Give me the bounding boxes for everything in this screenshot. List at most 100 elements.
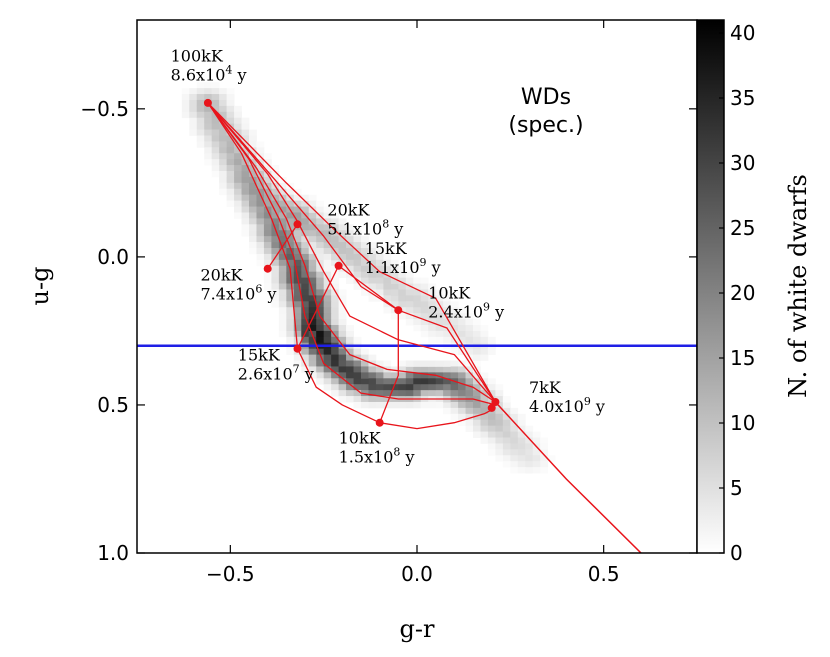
heatmap-cell: [331, 295, 339, 302]
heatmap-cell: [390, 378, 399, 385]
heatmap-cell: [293, 336, 302, 344]
cooling-tracks: [137, 102, 697, 553]
heatmap-cell: [189, 129, 198, 136]
heatmap-cell: [323, 242, 332, 249]
heatmap-cell: [375, 401, 384, 409]
heatmap-cell: [226, 147, 235, 154]
heatmap-cell: [278, 236, 287, 243]
heatmap-cell: [271, 271, 280, 279]
heatmap-cell: [361, 378, 369, 385]
heatmap-cell: [495, 384, 504, 391]
heatmap-cell: [390, 366, 399, 373]
heatmap-cell: [540, 449, 549, 456]
heatmap-cell: [398, 277, 407, 284]
heatmap-cell: [234, 206, 242, 213]
heatmap-cell: [383, 401, 392, 409]
heatmap-cell: [465, 384, 474, 391]
heatmap-cell: [473, 413, 481, 421]
heatmap-cell: [450, 360, 459, 367]
heatmap-cell: [450, 313, 459, 320]
heatmap-cell: [278, 324, 287, 332]
heatmap-cell: [435, 330, 444, 338]
heatmap-cell: [234, 212, 242, 219]
heatmap-cell: [234, 171, 242, 178]
heatmap-cell: [249, 206, 257, 213]
heatmap-cell: [502, 449, 511, 456]
heatmap-cell: [316, 360, 325, 367]
heatmap-cell: [532, 431, 541, 438]
heatmap-cell: [234, 182, 242, 190]
heatmap-cell: [286, 348, 295, 355]
heatmap-cell: [465, 366, 474, 373]
heatmap-cell: [368, 372, 377, 379]
heatmap-cell: [234, 117, 242, 125]
heatmap-cell: [368, 277, 377, 284]
heatmap-cell: [316, 354, 325, 361]
heatmap-cell: [413, 301, 422, 308]
heatmap-cell: [249, 212, 257, 219]
heatmap-cell: [316, 224, 325, 231]
heatmap-cell: [211, 99, 220, 107]
heatmap-cell: [263, 218, 272, 225]
heatmap-cell: [458, 419, 466, 427]
heatmap-cell: [435, 366, 444, 373]
annotation-temperature: 7kK: [529, 378, 562, 397]
heatmap-cell: [375, 283, 384, 290]
heatmap-cell: [487, 443, 496, 450]
heatmap-cell: [368, 384, 377, 391]
heatmap-cell: [271, 242, 280, 249]
heatmap-cell: [181, 111, 190, 119]
heatmap-cell: [211, 165, 220, 172]
heatmap-cell: [480, 390, 489, 397]
heatmap-cell: [368, 289, 377, 296]
heatmap-cell: [405, 307, 414, 314]
heatmap-cell: [211, 123, 220, 130]
heatmap-cell: [450, 407, 459, 415]
heatmap-cell: [473, 407, 481, 415]
heatmap-cell: [323, 224, 332, 231]
heatmap-cell: [353, 396, 362, 403]
heatmap-cell: [458, 330, 466, 338]
x-axis-title: g-r: [400, 615, 435, 643]
heatmap-cell: [263, 200, 272, 207]
heatmap-cell: [271, 218, 280, 225]
heatmap-cell: [263, 242, 272, 249]
heatmap-cell: [383, 372, 392, 379]
heatmap-cell: [316, 307, 325, 314]
heatmap-cell: [443, 384, 451, 391]
heatmap-cell: [323, 336, 332, 344]
heatmap-cell: [338, 259, 347, 267]
heatmap-cell: [398, 366, 407, 373]
heatmap-cell: [256, 206, 265, 213]
heatmap-cell: [211, 135, 220, 142]
heatmap-cell: [495, 449, 504, 456]
heatmap-cell: [226, 105, 235, 113]
heatmap-cell: [204, 135, 213, 142]
heatmap-cell: [368, 378, 377, 385]
heatmap-cell: [532, 455, 541, 462]
heatmap-cell: [278, 295, 287, 302]
heatmap-cell: [361, 265, 369, 273]
heatmap-cell: [263, 259, 272, 267]
heatmap-cell: [390, 384, 399, 391]
heatmap-cell: [383, 259, 392, 267]
heatmap-cell: [361, 401, 369, 409]
heatmap-cell: [241, 129, 250, 136]
heatmap-cell: [473, 401, 481, 409]
heatmap-cell: [256, 224, 265, 231]
heatmap-cell: [502, 401, 511, 409]
heatmap-cell: [196, 99, 205, 107]
heatmap-cell: [323, 253, 332, 261]
heatmap-cell: [450, 330, 459, 338]
heatmap-cell: [256, 259, 265, 267]
heatmap-cell: [473, 336, 481, 344]
heatmap-cell: [331, 354, 339, 361]
heatmap-cell: [256, 218, 265, 225]
heatmap-cell: [338, 242, 347, 249]
heatmap-cell: [331, 224, 339, 231]
heatmap-cell: [353, 360, 362, 367]
heatmap-cell: [331, 378, 339, 385]
heatmap-cell: [383, 301, 392, 308]
heatmap-cell: [241, 135, 250, 142]
